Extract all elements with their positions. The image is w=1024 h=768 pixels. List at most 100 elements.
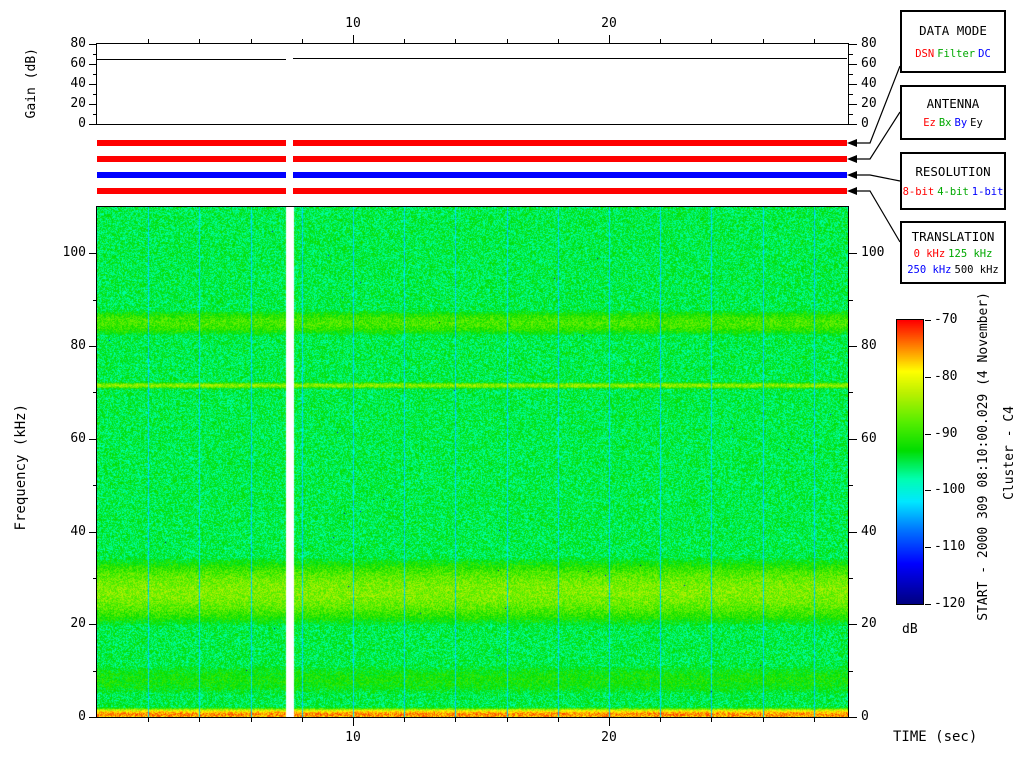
- gain-tick-left: [89, 124, 97, 125]
- legend-item: 125 kHz: [948, 248, 993, 260]
- legend-item: 250 kHz: [907, 264, 952, 276]
- gain-tick-left: [89, 64, 97, 65]
- time-minortick: [711, 718, 713, 722]
- gain-top-minortick: [250, 39, 252, 43]
- gain-tick-right: [849, 84, 857, 85]
- freq-tick-left: [89, 717, 97, 718]
- gain-minortick-left: [93, 94, 97, 95]
- colorbar-tick: [925, 320, 931, 321]
- colorbar-tick-label: -120: [934, 596, 966, 611]
- time-minortick: [506, 718, 508, 722]
- colorbar-tick: [925, 547, 931, 549]
- freq-tick-right: [849, 717, 857, 718]
- freq-tick-label-right: 20: [861, 616, 877, 632]
- colorbar-tick-label: -100: [934, 482, 966, 498]
- colorbar-tick-label: -110: [934, 539, 966, 555]
- gain-minortick-right: [849, 54, 853, 55]
- gain-top-minortick: [813, 39, 815, 43]
- legend-row: 8-bit 4-bit 1-bit: [903, 186, 1004, 198]
- freq-tick-label-left: 40: [70, 523, 86, 539]
- gain-tick-label-right: 60: [861, 56, 877, 71]
- time-minortick: [660, 718, 662, 722]
- data-mode-bar: [97, 140, 287, 146]
- legend-item: 500 kHz: [954, 264, 999, 276]
- freq-tick-label-right: 40: [861, 523, 877, 539]
- legend-box-data-mode: DATA MODE DSN Filter DC: [900, 10, 1006, 73]
- colorbar-tick-label: -80: [934, 368, 958, 384]
- legend-title: DATA MODE: [919, 23, 987, 39]
- time-tick: [609, 718, 610, 726]
- colorbar-tick: [925, 490, 931, 492]
- freq-minortick-right: [849, 392, 853, 394]
- freq-minortick-right: [849, 577, 853, 579]
- gain-top-minortick: [199, 39, 201, 43]
- freq-minortick-left: [93, 670, 97, 672]
- legend-box-antenna: ANTENNA Ez Bx By Ey: [900, 85, 1006, 140]
- gain-top-minortick: [404, 39, 406, 43]
- gain-top-minortick: [557, 39, 559, 43]
- colorbar-tick: [925, 604, 931, 605]
- freq-tick-label-right: 80: [861, 338, 877, 354]
- data-mode-bar: [293, 140, 848, 146]
- time-minortick: [455, 718, 457, 722]
- translation-bar: [97, 188, 287, 194]
- legend-item: By: [954, 117, 968, 130]
- freq-tick-label-right: 60: [861, 430, 877, 446]
- gain-tick-label-right: 40: [861, 76, 877, 91]
- gain-top-minortick: [762, 39, 764, 43]
- colorbar-tick-label: -70: [934, 312, 958, 327]
- freq-tick-label-left: 100: [62, 245, 86, 261]
- freq-minortick-left: [93, 577, 97, 579]
- freq-minortick-right: [849, 299, 853, 301]
- gain-minortick-left: [93, 54, 97, 55]
- gain-top-tick: [609, 35, 610, 43]
- legend-row: Ez Bx By Ey: [923, 117, 983, 129]
- legend-item: Bx: [938, 117, 952, 130]
- legend-row: 250 kHz 500 kHz: [907, 264, 999, 276]
- gain-minortick-left: [93, 114, 97, 115]
- gain-top-minortick: [711, 39, 713, 43]
- legend-row: DSN Filter DC: [915, 48, 991, 60]
- freq-tick-label-left: 20: [70, 616, 86, 632]
- spectrogram-canvas: [97, 207, 848, 717]
- spacecraft-annotation: Cluster - C4: [1002, 406, 1017, 500]
- freq-minortick-left: [93, 392, 97, 394]
- frequency-axis-label: Frequency (kHz): [13, 404, 29, 531]
- gain-top-tick: [353, 35, 354, 43]
- freq-tick-left: [89, 346, 97, 348]
- legend-item: 8-bit: [902, 186, 935, 199]
- gain-tick-label-left: 0: [78, 116, 86, 131]
- gain-tick-label-right: 0: [861, 116, 869, 131]
- gain-minortick-right: [849, 94, 853, 95]
- legend-item: 0 kHz: [913, 248, 946, 260]
- time-minortick: [762, 718, 764, 722]
- gain-tick-right: [849, 44, 857, 45]
- gain-line: [97, 59, 287, 60]
- freq-minortick-left: [93, 299, 97, 301]
- time-minortick: [199, 718, 201, 722]
- gain-line: [293, 58, 848, 59]
- legend-item: DSN: [915, 47, 935, 60]
- gain-tick-left: [89, 104, 97, 105]
- legend-item: Ey: [970, 117, 983, 130]
- gain-minortick-right: [849, 114, 853, 115]
- gain-axis-label: Gain (dB): [24, 48, 39, 119]
- time-tick-label: 20: [601, 730, 617, 745]
- gain-tick-label-left: 20: [70, 96, 86, 111]
- freq-tick-left: [89, 253, 97, 255]
- colorbar-tick: [925, 433, 931, 435]
- antenna-bar: [97, 156, 287, 162]
- legend-row: 0 kHz 125 kHz: [914, 248, 993, 260]
- resolution-bar: [97, 172, 287, 178]
- gain-tick-right: [849, 124, 857, 125]
- freq-tick-left: [89, 531, 97, 533]
- gain-top-minortick: [660, 39, 662, 43]
- gain-tick-left: [89, 84, 97, 85]
- freq-tick-right: [849, 346, 857, 348]
- time-minortick: [813, 718, 815, 722]
- gain-panel: [96, 43, 849, 125]
- freq-tick-label-right: 0: [861, 709, 869, 724]
- colorbar-tick: [925, 376, 931, 378]
- gain-tick-right: [849, 104, 857, 105]
- time-minortick: [404, 718, 406, 722]
